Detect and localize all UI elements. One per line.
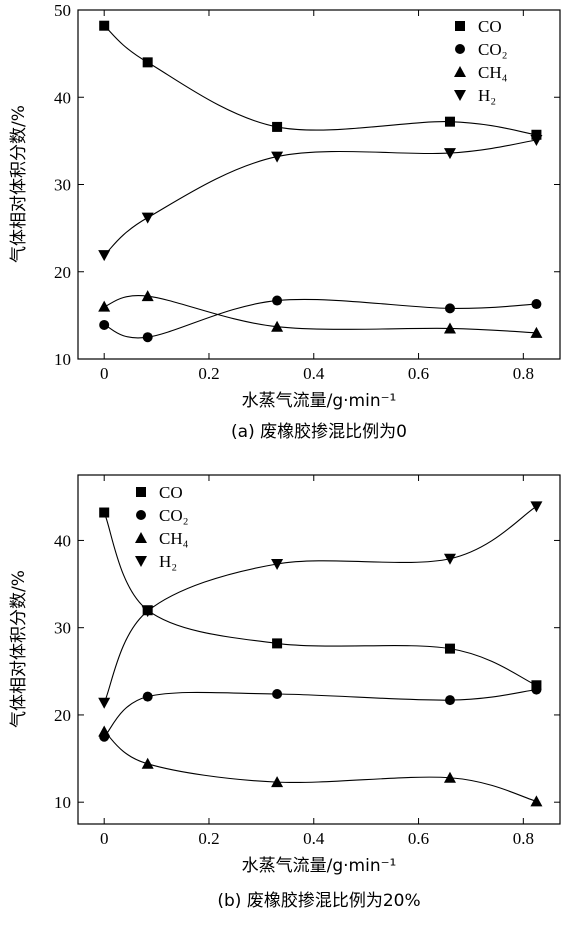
legend-label: CH₄ — [478, 63, 508, 82]
data-point-circle — [99, 319, 110, 330]
data-point-circle — [142, 332, 153, 343]
x-axis-title: 水蒸气流量/g·min⁻¹ — [242, 856, 397, 876]
data-point-triangle-down — [271, 558, 284, 570]
legend-marker-circle — [136, 510, 146, 520]
data-point-triangle-down — [141, 212, 154, 224]
fit-curves — [103, 25, 537, 339]
data-point-triangle-up — [530, 326, 543, 338]
y-tick-label: 20 — [54, 263, 71, 282]
fit-curve-triangle-up — [103, 731, 537, 802]
plot-frame — [77, 474, 561, 825]
y-tick-label: 30 — [54, 176, 71, 195]
y-tick-label: 40 — [54, 531, 71, 550]
x-tick-label: 0 — [100, 829, 109, 848]
data-point-circle — [444, 695, 455, 706]
data-point-square — [272, 121, 283, 132]
data-point-triangle-up — [271, 776, 284, 788]
data-point-triangle-up — [98, 725, 111, 737]
data-point-square — [272, 638, 283, 649]
chart-panel-a: 0 0.2 0.4 0.6 0.8 10 20 30 40 50 CO CO₂ CH₄ H₂ 气体相对体… — [9, 1, 561, 442]
y-tick-label: 10 — [54, 793, 71, 812]
data-point-circle — [142, 691, 153, 702]
legend: CO CO₂ CH₄ H₂ — [454, 17, 508, 105]
data-point-triangle-up — [98, 300, 111, 312]
legend-label: CO₂ — [478, 40, 508, 59]
x-tick-label: 0 — [100, 364, 109, 383]
caption-a: (a) 废橡胶掺混比例为0 — [231, 422, 407, 442]
data-point-triangle-up — [443, 322, 456, 334]
x-tick-label: 0.6 — [408, 829, 429, 848]
legend-label: CO — [159, 483, 183, 502]
legend-marker-square — [136, 487, 146, 497]
fit-curve-triangle-up — [104, 295, 537, 334]
x-tick-label: 0.2 — [198, 829, 219, 848]
legend-label: CO — [478, 17, 502, 36]
data-point-square — [444, 116, 455, 127]
data-point-square — [444, 643, 455, 654]
data-point-circle — [272, 295, 283, 306]
fit-curve-square — [103, 25, 537, 136]
legend-marker-triangle-up — [135, 532, 147, 543]
data-point-triangle-up — [141, 290, 154, 302]
data-point-circle — [272, 688, 283, 699]
y-axis-title: 气体相对体积分数/% — [9, 105, 29, 263]
data-point-square — [99, 507, 110, 518]
y-tick-label: 20 — [54, 706, 71, 725]
y-tick-label: 40 — [54, 88, 71, 107]
x-tick-label: 0.8 — [513, 829, 534, 848]
y-tick-label: 10 — [54, 350, 71, 369]
x-tick-label: 0.4 — [303, 364, 325, 383]
x-tick-label: 0.4 — [303, 829, 325, 848]
fit-curve-circle — [103, 298, 537, 339]
data-point-square — [531, 129, 542, 140]
legend-label: H₂ — [159, 552, 177, 571]
data-point-triangle-down — [271, 151, 284, 163]
x-axis-title: 水蒸气流量/g·min⁻¹ — [242, 391, 397, 411]
caption-b: (b) 废橡胶掺混比例为20% — [217, 891, 420, 911]
data-point-triangle-up — [271, 320, 284, 332]
fit-curve-circle — [103, 689, 537, 738]
data-point-circle — [444, 303, 455, 314]
legend-marker-triangle-down — [135, 556, 147, 567]
legend-marker-square — [455, 21, 465, 31]
legend-marker-triangle-down — [454, 90, 466, 101]
y-axis-title: 气体相对体积分数/% — [9, 570, 29, 728]
legend-label: H₂ — [478, 86, 496, 105]
data-point-triangle-up — [530, 795, 543, 807]
legend-marker-triangle-up — [454, 66, 466, 77]
legend-label: CO₂ — [159, 506, 189, 525]
axis-ticks: 0 0.2 0.4 0.6 0.8 10 20 30 40 — [54, 475, 560, 848]
data-point-triangle-down — [98, 697, 111, 709]
data-point-square — [99, 20, 110, 31]
data-point-triangle-down — [530, 501, 543, 513]
axis-ticks: 0 0.2 0.4 0.6 0.8 10 20 30 40 50 — [54, 1, 560, 383]
fit-curve-triangle-down — [103, 139, 537, 256]
data-markers — [98, 20, 543, 343]
data-point-triangle-down — [98, 250, 111, 262]
y-tick-label: 30 — [54, 619, 71, 638]
legend-marker-circle — [455, 44, 465, 54]
x-tick-label: 0.6 — [408, 364, 429, 383]
data-point-triangle-down — [443, 148, 456, 160]
data-markers — [98, 501, 543, 807]
data-point-square — [142, 57, 153, 68]
data-point-circle — [531, 684, 542, 695]
y-tick-label: 50 — [54, 1, 71, 20]
legend-label: CH₄ — [159, 529, 189, 548]
x-tick-label: 0.2 — [198, 364, 219, 383]
legend: CO CO₂ CH₄ H₂ — [135, 483, 189, 571]
data-point-circle — [531, 299, 542, 310]
chart-panel-b: 0 0.2 0.4 0.6 0.8 10 20 30 40 CO CO₂ CH₄ H₂ 气体相对体积分… — [9, 474, 561, 911]
data-point-triangle-down — [443, 553, 456, 565]
data-point-triangle-down — [530, 135, 543, 147]
x-tick-label: 0.8 — [513, 364, 534, 383]
data-point-triangle-down — [141, 606, 154, 618]
data-point-triangle-up — [141, 757, 154, 769]
fit-curves — [103, 505, 537, 802]
data-point-triangle-up — [443, 771, 456, 783]
